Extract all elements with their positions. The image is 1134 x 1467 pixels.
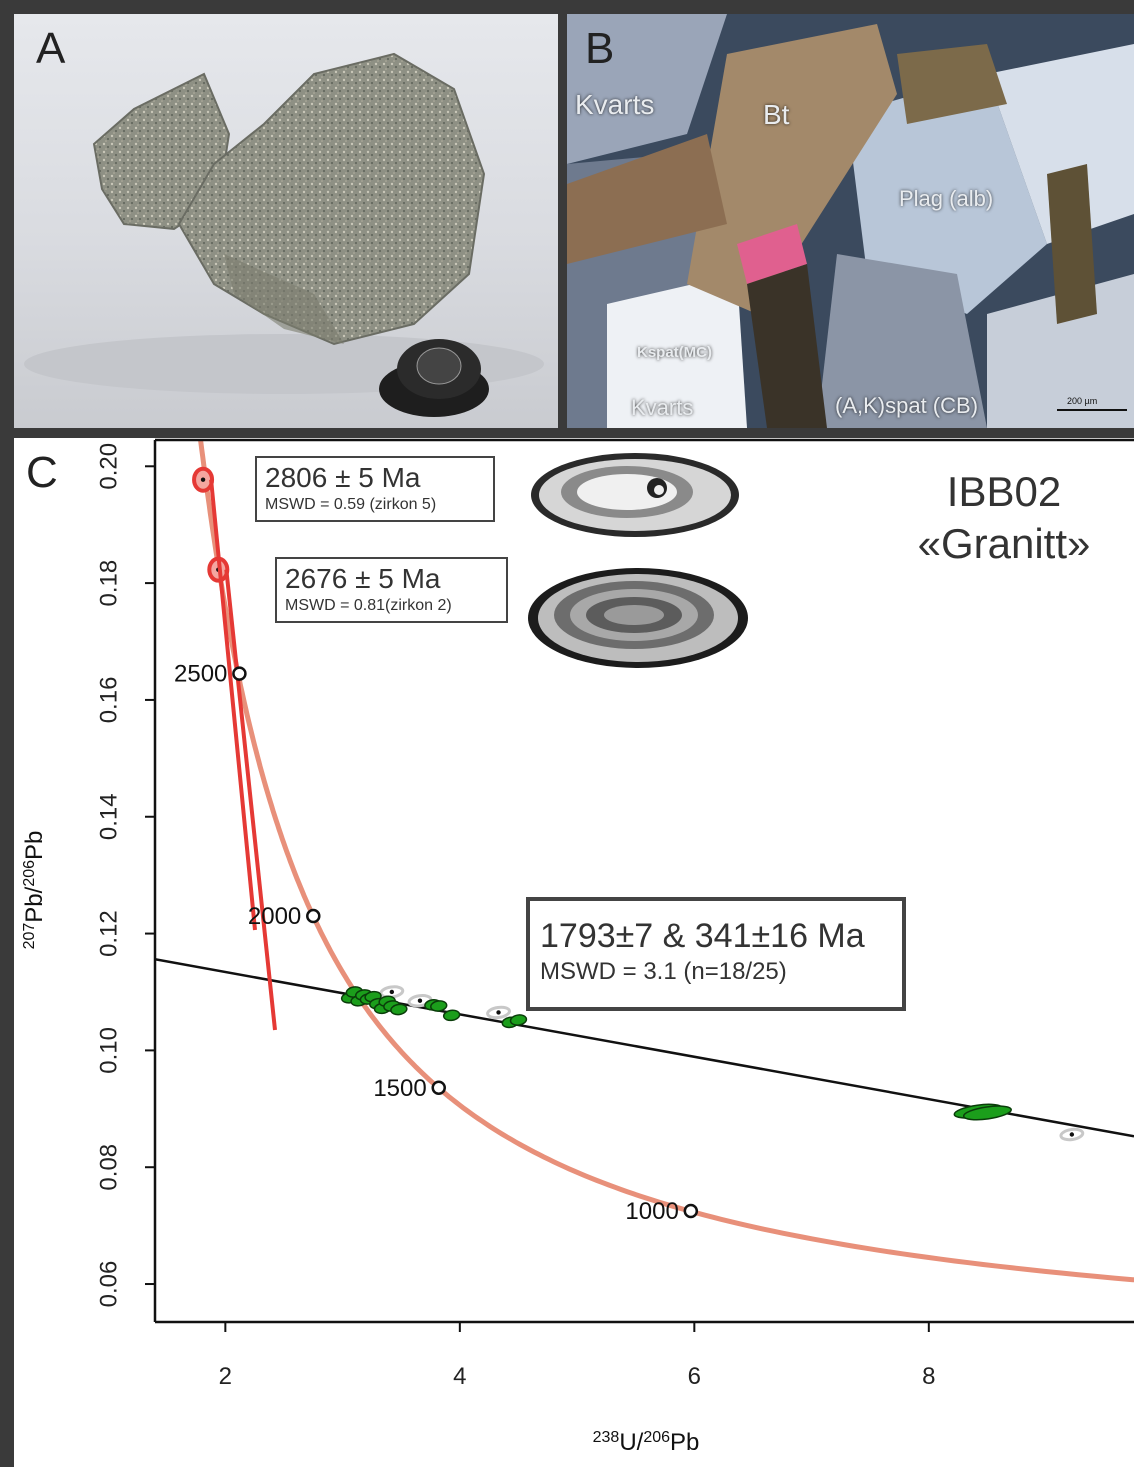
accepted-point: [962, 1105, 1012, 1121]
age-marker-label: 1500: [373, 1075, 426, 1102]
thin-section-illustration: [567, 14, 1134, 428]
scale-bar-label: 200 µm: [1067, 396, 1098, 406]
zircon2-age: 2676 ± 5 Ma: [285, 563, 441, 594]
sample-title: IBB02 «Granitt»: [904, 466, 1104, 570]
rejected-point-center: [1069, 1132, 1075, 1137]
zircon2-leader-line: [224, 569, 277, 1031]
rejected-point: [407, 994, 433, 1008]
highlighted-point-center: [200, 477, 206, 482]
zircon5-mswd: MSWD = 0.59 (zirkon 5): [265, 496, 437, 513]
x-tick-label: 2: [219, 1363, 232, 1390]
panel-letter-a: A: [36, 24, 66, 73]
y-tick-label: 0.08: [95, 1144, 122, 1191]
y-tick-label: 0.10: [95, 1027, 122, 1074]
mineral-label-akspat: (A,K)spat (CB): [835, 393, 979, 418]
rock-sample-photo: A: [14, 14, 558, 428]
age-marker-label: 2500: [174, 661, 227, 688]
concordia-chart: 2500 2000 1500 1000 2 4 6 8 0.06 0.08 0.10 0.12 0.14…: [21, 438, 1134, 1457]
thin-section-micrograph: B Kvarts Bt Plag (alb) Kspat(MC) Kvarts …: [567, 14, 1134, 428]
rejected-point: [486, 1005, 511, 1020]
y-tick-label: 0.16: [95, 677, 122, 724]
zircon5-cl-image: [531, 453, 739, 537]
accepted-point: [390, 1003, 408, 1016]
zircon2-mswd: MSWD = 0.81(zirkon 2): [285, 597, 452, 614]
zircon2-age-box: 2676 ± 5 Ma MSWD = 0.81(zirkon 2): [275, 557, 508, 623]
x-tick-label: 4: [453, 1363, 466, 1390]
age-marker: [683, 1203, 699, 1219]
mineral-label-kvarts-top: Kvarts: [575, 89, 655, 120]
y-tick-label: 0.18: [95, 560, 122, 607]
sample-id: IBB02: [946, 468, 1062, 515]
discordia-mswd: MSWD = 3.1 (n=18/25): [540, 958, 787, 985]
mineral-label-kspat-mc: Kspat(MC): [637, 344, 712, 361]
discordia-age-box: 1793±7 & 341±16 Ma MSWD = 3.1 (n=18/25): [526, 897, 906, 1011]
age-marker: [431, 1080, 446, 1096]
sample-name: «Granitt»: [917, 520, 1091, 567]
mineral-label-plag: Plag (alb): [899, 186, 994, 211]
discordia-age: 1793±7 & 341±16 Ma: [540, 917, 865, 955]
rejected-point: [1059, 1127, 1085, 1142]
zircon2-cl-image: [528, 568, 748, 668]
zircon5-age-box: 2806 ± 5 Ma MSWD = 0.59 (zirkon 5): [255, 456, 495, 522]
y-tick-label: 0.14: [95, 793, 122, 840]
mineral-label-kvarts-bottom: Kvarts: [631, 395, 694, 420]
rejected-point-center: [389, 989, 395, 995]
accepted-point: [442, 1009, 461, 1022]
rock-sample-illustration: [24, 52, 544, 417]
panel-letter-b: B: [585, 24, 615, 73]
x-tick-label: 6: [688, 1363, 701, 1390]
rejected-point-center: [496, 1010, 501, 1015]
y-tick-label: 0.12: [95, 910, 122, 957]
x-tick-label: 8: [922, 1363, 935, 1390]
accepted-point: [509, 1014, 528, 1026]
age-marker-label: 1000: [625, 1198, 678, 1225]
accepted-point: [430, 1000, 448, 1012]
age-marker: [232, 666, 247, 681]
y-axis-label: 207Pb/206Pb: [21, 831, 49, 950]
age-marker-label: 2000: [248, 903, 301, 930]
age-marker: [306, 908, 321, 924]
y-tick-label: 0.20: [95, 443, 122, 490]
y-tick-label: 0.06: [95, 1261, 122, 1308]
rejected-point-center: [417, 998, 423, 1003]
x-axis-label: 238U/206Pb: [593, 1429, 700, 1457]
mineral-label-bt: Bt: [763, 99, 790, 130]
zircon5-leader-line: [209, 479, 257, 931]
zircon5-age: 2806 ± 5 Ma: [265, 462, 421, 493]
panel-letter-c: C: [26, 448, 58, 497]
